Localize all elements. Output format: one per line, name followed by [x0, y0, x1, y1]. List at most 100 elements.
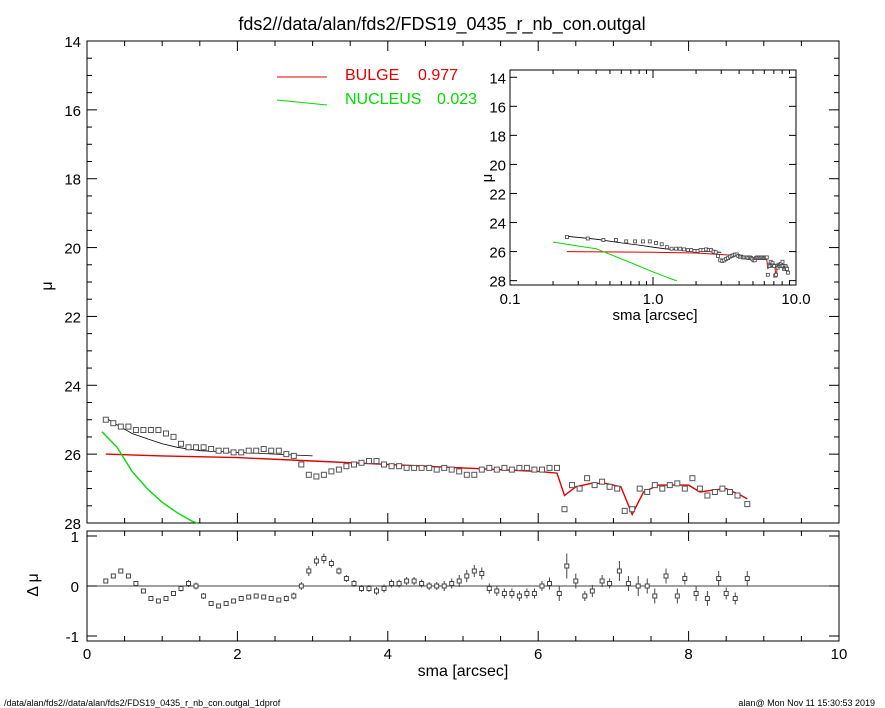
inset-data-point: [674, 246, 678, 251]
residual-point: [582, 593, 588, 599]
residual-point: [479, 571, 485, 576]
data-point: [155, 427, 162, 433]
residual-point: [716, 576, 722, 581]
inset-y-tick-label: 16: [489, 99, 506, 116]
residual-series: [103, 553, 750, 609]
inset-data-point: [601, 238, 606, 242]
residual-point: [118, 568, 124, 574]
data-point: [463, 471, 470, 478]
data-point: [666, 482, 673, 489]
x-tick-label: 0: [83, 646, 91, 663]
residual-point: [547, 581, 552, 586]
inset-panel: 14 16 18 20 22 24 26 280.1 1.0 10.0 μ sma [arcsec…: [479, 69, 811, 324]
residual-point: [103, 578, 109, 584]
residual-point: [464, 573, 470, 579]
data-point: [689, 475, 696, 482]
inset-data-point: [716, 253, 720, 258]
data-point: [523, 464, 530, 471]
residual-point: [494, 588, 500, 594]
y-tick-label: 22: [64, 309, 81, 326]
data-point: [102, 416, 109, 423]
data-point: [561, 506, 568, 513]
data-point: [110, 420, 117, 427]
residual-point: [434, 583, 440, 589]
inset-axes: 14 16 18 20 22 24 26 280.1 1.0 10.0: [489, 70, 811, 308]
data-point: [185, 444, 192, 451]
data-point: [313, 473, 320, 480]
residual-point: [556, 591, 562, 596]
data-point: [659, 485, 666, 492]
y-tick-label: 28: [64, 516, 81, 533]
residual-point: [223, 601, 229, 606]
data-point: [704, 492, 711, 499]
data-point: [471, 471, 478, 478]
inset-y-tick-label: 28: [489, 274, 506, 291]
data-point: [388, 463, 395, 470]
data-point: [584, 475, 591, 482]
data-point: [696, 485, 703, 492]
data-point: [238, 449, 245, 456]
residual-point: [246, 594, 252, 600]
residual-point: [178, 586, 184, 591]
res-y-tick-label: 0: [71, 579, 79, 596]
inset-data-point: [765, 272, 770, 277]
residual-point: [306, 568, 312, 574]
residual-point: [328, 561, 334, 566]
data-point: [433, 466, 440, 473]
residual-point: [238, 596, 244, 601]
residual-point: [456, 578, 462, 584]
footer-left: /data/alan/fds2//data/alan/fds2/FDS19_04…: [4, 698, 281, 708]
residual-point: [564, 563, 570, 569]
inset-data-point: [713, 250, 718, 255]
data-point: [441, 464, 448, 471]
legend-nucleus-name: NUCLEUS: [345, 91, 421, 108]
residual-point: [644, 583, 650, 589]
inset-y-tick-label: 20: [489, 157, 506, 174]
inset-y-tick-label: 14: [489, 70, 506, 87]
residual-point: [426, 583, 432, 589]
data-point: [727, 489, 733, 495]
data-point: [343, 463, 350, 470]
residual-point: [411, 578, 417, 584]
data-point: [576, 485, 583, 492]
data-point: [591, 482, 598, 489]
inset-x-tick-label: 0.1: [500, 291, 521, 308]
data-point: [554, 464, 560, 471]
x-tick-label: 8: [684, 646, 692, 663]
main-y-axis-label: μ: [39, 281, 56, 290]
data-point: [328, 468, 335, 475]
residual-point: [471, 568, 477, 574]
data-point: [478, 466, 485, 473]
inset-y-axis-label: μ: [479, 174, 496, 183]
data-point: [621, 507, 628, 514]
main-axes: 14 16 18 20 22 24 26 28: [64, 34, 840, 533]
data-point: [486, 464, 493, 471]
data-point: [426, 464, 433, 471]
data-point: [260, 446, 267, 452]
inset-data-point: [624, 239, 629, 244]
data-point: [275, 447, 282, 454]
x-tick-label: 10: [831, 646, 848, 663]
inset-y-tick-label: 22: [489, 186, 506, 203]
legend-nucleus-line: [276, 99, 328, 106]
data-point: [681, 485, 688, 492]
residual-point: [682, 576, 688, 581]
data-point: [358, 459, 365, 466]
residual-point: [231, 598, 237, 604]
residual-point: [419, 581, 425, 586]
residual-point: [163, 596, 169, 601]
inset-data-point: [669, 246, 674, 251]
data-point: [651, 482, 658, 489]
residual-point: [208, 601, 214, 606]
residual-point: [524, 591, 530, 596]
residual-point: [625, 581, 631, 586]
data-point: [208, 446, 215, 452]
y-tick-label: 20: [64, 241, 81, 258]
residual-point: [155, 598, 161, 604]
data-point: [531, 466, 538, 473]
inset-data-point: [682, 247, 686, 252]
x-tick-label: 6: [534, 646, 542, 663]
y-tick-label: 24: [64, 378, 81, 395]
